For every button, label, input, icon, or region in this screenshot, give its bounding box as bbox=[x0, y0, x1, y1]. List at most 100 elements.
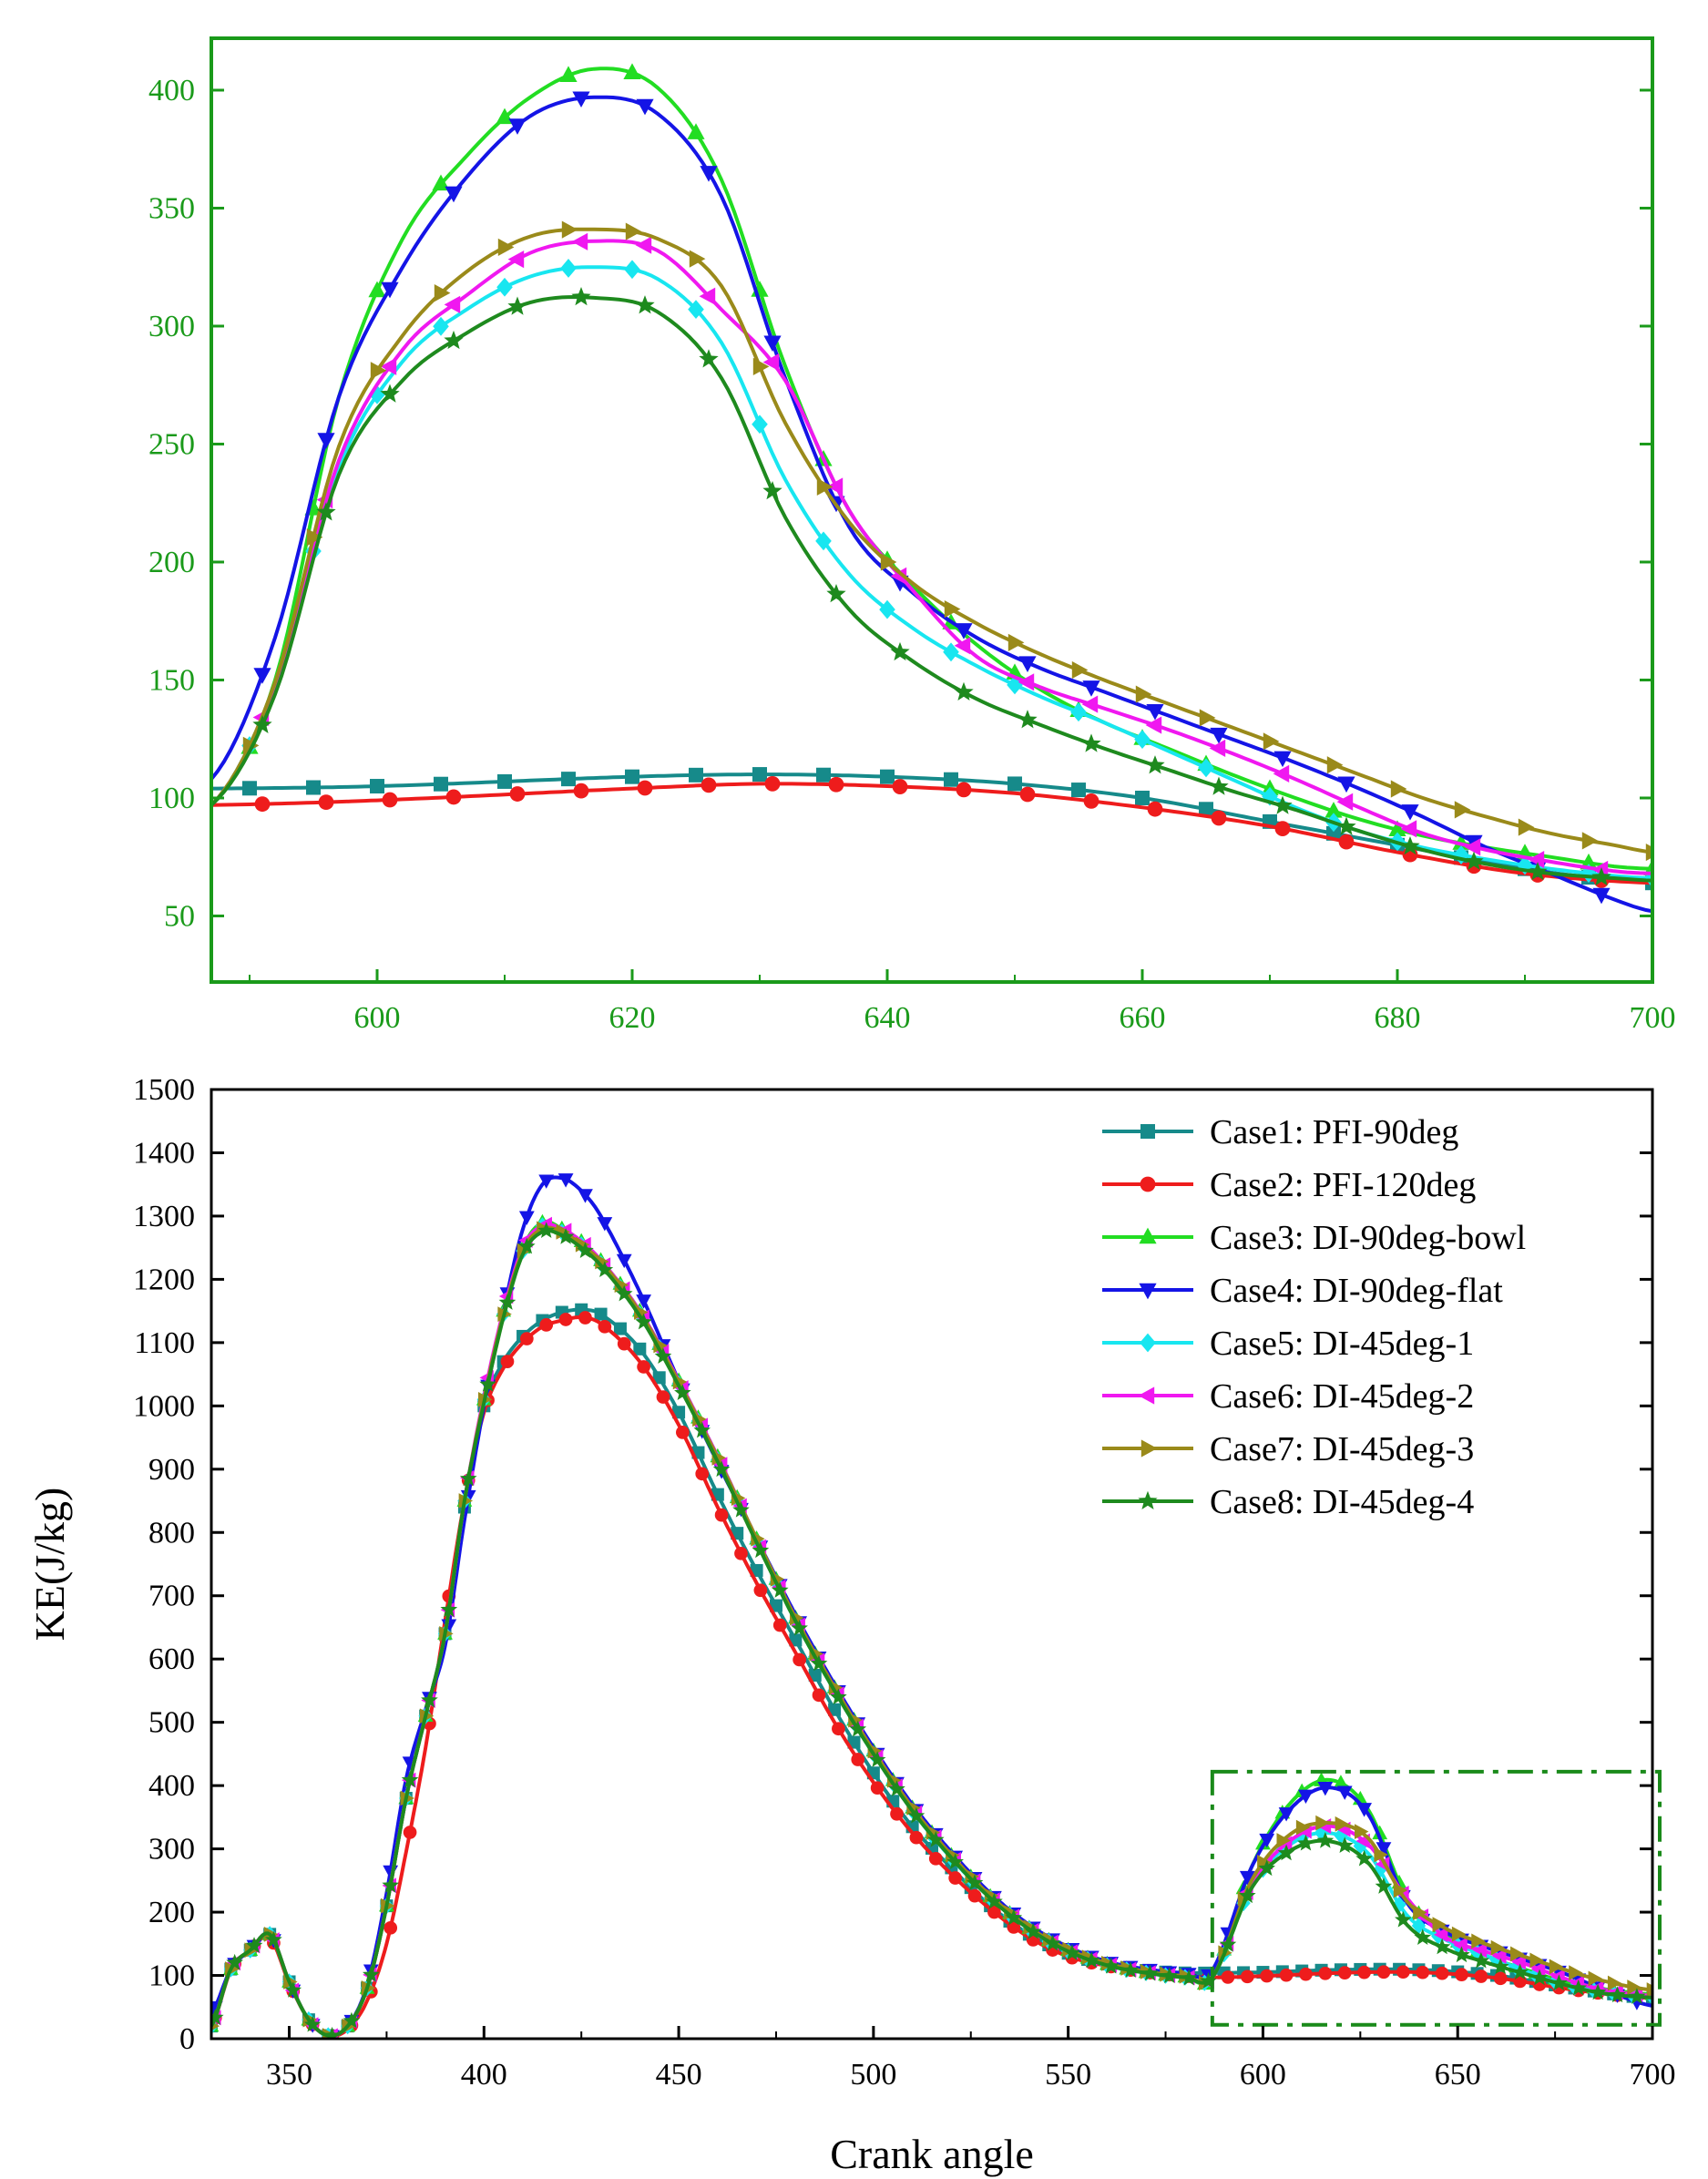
main-point bbox=[948, 1871, 963, 1885]
main-point bbox=[1005, 1908, 1023, 1926]
inset-point bbox=[635, 236, 652, 254]
main-point bbox=[362, 1966, 380, 1982]
main-point bbox=[284, 1981, 302, 1998]
inset-point bbox=[1145, 716, 1162, 734]
inset-point bbox=[1134, 730, 1151, 750]
main-point bbox=[1336, 1785, 1353, 1800]
main-point bbox=[987, 1905, 1001, 1919]
main-x-tick-label: 700 bbox=[1630, 2058, 1676, 2092]
inset-point bbox=[1338, 834, 1355, 850]
main-point bbox=[1393, 1882, 1408, 1898]
inset-point bbox=[700, 166, 718, 182]
inset-point bbox=[1007, 776, 1022, 792]
inset-point bbox=[1454, 801, 1471, 819]
main-point bbox=[693, 1421, 711, 1438]
inset-point bbox=[370, 779, 384, 794]
main-point bbox=[1588, 1970, 1602, 1987]
inset-point bbox=[1211, 810, 1227, 826]
inset-y-tick-label: 150 bbox=[148, 663, 195, 697]
main-x-tick-label: 650 bbox=[1435, 2058, 1481, 2092]
legend-item: Case8: DI-45deg-4 bbox=[1102, 1483, 1474, 1521]
main-point bbox=[851, 1753, 865, 1766]
main-point bbox=[1081, 1949, 1097, 1966]
inset-point bbox=[828, 776, 844, 793]
main-point bbox=[772, 1618, 787, 1632]
legend-item: Case2: PFI-120deg bbox=[1102, 1166, 1476, 1204]
legend-swatch-marker bbox=[1140, 1439, 1158, 1458]
inset-point bbox=[635, 295, 655, 314]
inset-point bbox=[944, 772, 958, 787]
main-point bbox=[1607, 1975, 1622, 1991]
inset-series-line-2 bbox=[211, 782, 1652, 885]
main-point bbox=[1511, 1963, 1529, 1980]
main-point bbox=[1376, 1965, 1391, 1980]
main-point bbox=[810, 1654, 828, 1672]
inset-x-tick-label: 640 bbox=[864, 1001, 911, 1035]
main-point bbox=[1278, 1807, 1294, 1822]
main-point bbox=[1455, 1968, 1468, 1981]
inset-point bbox=[1018, 656, 1037, 672]
main-point bbox=[967, 1888, 982, 1903]
main-point bbox=[695, 1467, 710, 1481]
legend-label: Case1: PFI-90deg bbox=[1210, 1113, 1458, 1151]
inset-point bbox=[382, 792, 398, 808]
legend-item: Case7: DI-45deg-3 bbox=[1102, 1430, 1474, 1468]
inset-point bbox=[816, 477, 834, 496]
inset-series-3 bbox=[211, 63, 1652, 875]
inset-point bbox=[826, 584, 846, 603]
inset-series-line-7 bbox=[211, 227, 1652, 854]
main-point bbox=[636, 1294, 651, 1309]
inset-point bbox=[497, 238, 515, 256]
inset-point bbox=[1528, 862, 1548, 881]
main-x-tick-label: 600 bbox=[1240, 2058, 1286, 2092]
main-point bbox=[986, 1892, 1003, 1909]
main-x-tick-label: 400 bbox=[461, 2058, 507, 2092]
main-point bbox=[1570, 1979, 1588, 1996]
main-point bbox=[1416, 1965, 1430, 1980]
inset-point bbox=[561, 220, 578, 239]
inset-y-tick-label: 350 bbox=[148, 191, 195, 225]
main-point bbox=[1295, 1819, 1311, 1836]
inset-y-tick-label: 250 bbox=[148, 427, 195, 461]
inset-point bbox=[688, 300, 704, 320]
legend-swatch-marker bbox=[1139, 1227, 1157, 1244]
main-point bbox=[384, 1920, 398, 1935]
main-point bbox=[1435, 1966, 1449, 1980]
main-point bbox=[734, 1546, 748, 1560]
legend-swatch-marker bbox=[1140, 1333, 1156, 1353]
main-point bbox=[1395, 1910, 1412, 1928]
inset-point bbox=[1081, 695, 1099, 713]
main-point bbox=[1335, 1816, 1350, 1832]
inset-point bbox=[763, 335, 782, 353]
inset-point bbox=[573, 783, 589, 799]
inset-point bbox=[444, 330, 464, 350]
main-point bbox=[518, 1211, 535, 1225]
inset-point bbox=[1081, 733, 1101, 752]
main-point bbox=[1491, 1958, 1509, 1975]
main-y-tick-label: 200 bbox=[148, 1896, 195, 1929]
main-point bbox=[1314, 1824, 1329, 1842]
main-point bbox=[1472, 1951, 1490, 1969]
main-point bbox=[1627, 1980, 1642, 1995]
main-y-tick-label: 1100 bbox=[134, 1326, 195, 1360]
inset-point bbox=[1210, 727, 1228, 744]
main-point bbox=[1433, 1938, 1451, 1955]
inset-point bbox=[445, 789, 462, 805]
inset-point bbox=[1273, 751, 1292, 768]
main-point bbox=[615, 1284, 633, 1302]
inset-point bbox=[559, 66, 578, 82]
inset-point bbox=[815, 531, 832, 551]
main-point bbox=[1180, 1969, 1198, 1986]
inset-point bbox=[316, 502, 336, 521]
inset-point bbox=[1199, 802, 1213, 817]
main-point bbox=[539, 1318, 554, 1332]
inset-point bbox=[509, 786, 526, 802]
inset-point bbox=[625, 769, 639, 784]
inset-point bbox=[1082, 680, 1100, 697]
inset-series-8 bbox=[211, 286, 1652, 886]
main-point bbox=[558, 1313, 573, 1326]
inset-point bbox=[1083, 793, 1099, 809]
zoom-region-box bbox=[1210, 1769, 1662, 2027]
inset-point bbox=[637, 780, 653, 796]
main-point bbox=[808, 1669, 822, 1683]
